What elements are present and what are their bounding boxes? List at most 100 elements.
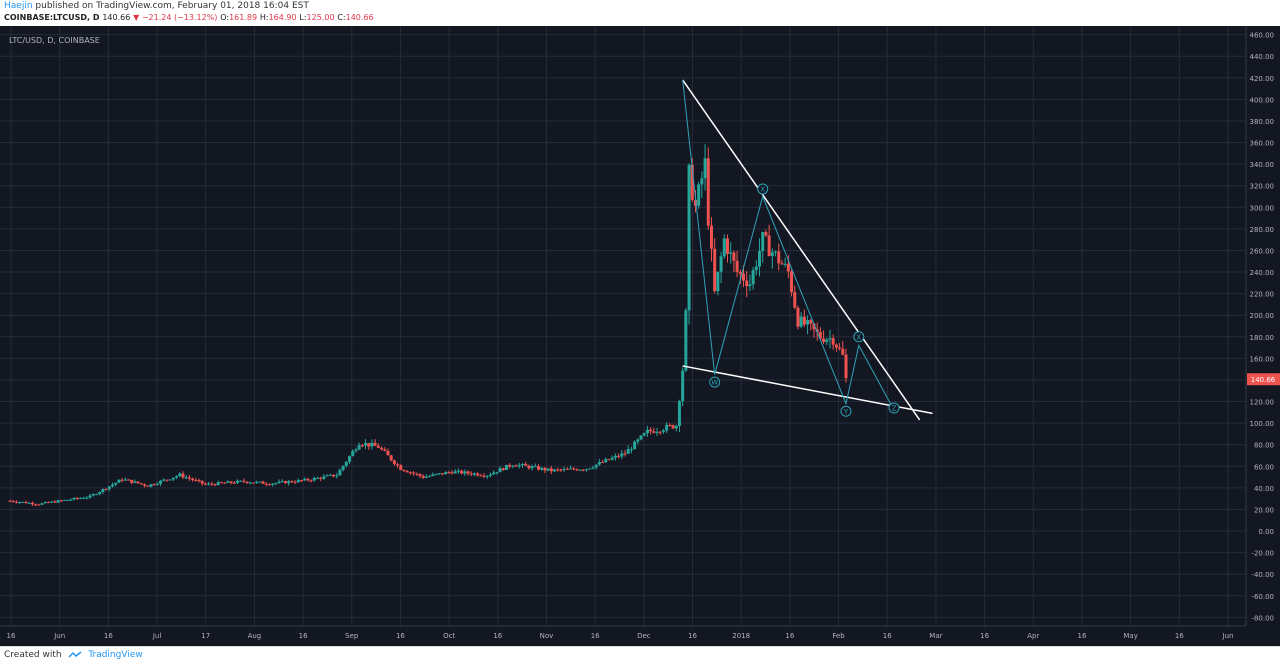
candle-body xyxy=(453,471,457,474)
x-tick-label: Dec xyxy=(637,632,651,640)
x-tick-label: 16 xyxy=(785,632,794,640)
candle-body xyxy=(299,480,303,482)
y-tick-label: 440.00 xyxy=(1250,53,1275,61)
candle-body xyxy=(697,184,701,206)
candle-body xyxy=(200,480,204,484)
candle-body xyxy=(472,473,476,475)
candle-body xyxy=(360,445,364,447)
tradingview-brand[interactable]: TradingView xyxy=(88,650,143,660)
candle-body xyxy=(348,456,352,462)
candle-body xyxy=(152,484,156,486)
wave-label-w[interactable]: W xyxy=(709,376,721,388)
candle-body xyxy=(43,502,47,504)
candle-body xyxy=(700,178,704,185)
candle-body xyxy=(504,464,508,470)
candle-body xyxy=(575,469,579,471)
candle-body xyxy=(751,270,755,285)
wave-label-x[interactable]: X xyxy=(757,183,769,195)
candle-body xyxy=(636,439,640,442)
y-tick-label: 240.00 xyxy=(1250,269,1275,277)
candle-body xyxy=(456,470,460,472)
pattern-overlay[interactable]: W X Y X Z xyxy=(682,79,933,421)
y-tick-label: 280.00 xyxy=(1250,226,1275,234)
candle-body xyxy=(549,468,553,472)
candle-body xyxy=(485,475,489,477)
candle-body xyxy=(66,499,70,501)
triangle-trendline[interactable] xyxy=(682,79,921,421)
candle-body xyxy=(267,484,271,486)
price-axis[interactable]: 460.00 440.00 420.00 400.00 380.00 360.00 340.… xyxy=(1246,26,1280,646)
candle-body xyxy=(569,468,573,470)
candle-body xyxy=(14,501,18,503)
candle-body xyxy=(130,479,134,483)
candle-body xyxy=(440,473,444,475)
y-tick-label: -60.00 xyxy=(1251,593,1274,601)
candle-body xyxy=(444,472,448,475)
candle-body xyxy=(194,480,198,482)
candle-body xyxy=(748,284,752,287)
candle-body xyxy=(578,469,582,471)
candle-body xyxy=(370,442,374,447)
candle-body xyxy=(831,338,835,345)
x-tick-label: Jun xyxy=(1222,632,1234,640)
y-tick-label: -80.00 xyxy=(1251,614,1274,622)
candle-body xyxy=(735,260,739,272)
candle-body xyxy=(168,479,172,481)
author-link[interactable]: Haejin xyxy=(4,1,33,11)
y-tick-label: 460.00 xyxy=(1250,32,1275,40)
candle-body xyxy=(761,232,765,251)
candle-body xyxy=(674,425,678,429)
candle-body xyxy=(315,477,319,479)
x-tick-label: 16 xyxy=(299,632,308,640)
wave-label-y[interactable]: Y xyxy=(840,405,852,417)
candle-body xyxy=(588,468,592,470)
candle-body xyxy=(229,481,233,483)
candle-body xyxy=(706,158,710,226)
candle-body xyxy=(399,465,403,470)
candle-body xyxy=(767,235,771,257)
candle-body xyxy=(658,431,662,433)
candle-body xyxy=(482,475,486,477)
svg-text:X: X xyxy=(856,333,861,341)
candle-body xyxy=(354,449,358,452)
candle-body xyxy=(729,252,733,254)
candle-body xyxy=(62,499,66,501)
candle-body xyxy=(21,501,25,503)
candle-body xyxy=(69,499,73,501)
candle-body xyxy=(764,232,768,236)
wxyxz-pattern-line[interactable] xyxy=(682,79,895,411)
chart-pane[interactable]: W X Y X Z 460.00 440.00 420.00 400.00 380.00 360.… xyxy=(0,26,1280,646)
candle-body xyxy=(623,453,627,455)
y-tick-label: 380.00 xyxy=(1250,118,1275,126)
candle-body xyxy=(421,475,425,478)
candle-body xyxy=(469,473,473,475)
open-value: 161.89 xyxy=(229,13,258,22)
candle-body xyxy=(450,472,454,474)
wave-label-x[interactable]: X xyxy=(853,331,865,343)
price-chart[interactable]: W X Y X Z 460.00 440.00 420.00 400.00 380.00 360.… xyxy=(0,26,1280,646)
candle-body xyxy=(476,473,480,476)
candle-body xyxy=(187,477,191,479)
candle-body xyxy=(479,475,483,477)
candle-body xyxy=(713,248,717,292)
candle-body xyxy=(790,271,794,293)
candle-body xyxy=(642,433,646,436)
candle-body xyxy=(629,449,633,451)
last-price: 140.66 xyxy=(102,13,131,22)
candle-body xyxy=(261,481,265,484)
candle-body xyxy=(380,447,384,450)
y-tick-label: 320.00 xyxy=(1250,183,1275,191)
candle-body xyxy=(681,370,685,402)
candle-body xyxy=(834,344,838,348)
candle-body xyxy=(601,462,605,464)
candle-body xyxy=(107,486,111,490)
candle-body xyxy=(255,481,259,483)
candle-body xyxy=(104,489,108,491)
candle-body xyxy=(248,482,252,484)
wave-label-z[interactable]: Z xyxy=(888,402,900,414)
candle-body xyxy=(809,319,813,324)
time-axis[interactable]: 16 Jun 16 Jul 17 Aug 16 Sep 16 Oct 16 Nov 16 Dec 16 201… xyxy=(0,26,1280,646)
candle-body xyxy=(716,271,720,292)
y-tick-label: 80.00 xyxy=(1254,442,1274,450)
y-tick-label: 360.00 xyxy=(1250,140,1275,148)
